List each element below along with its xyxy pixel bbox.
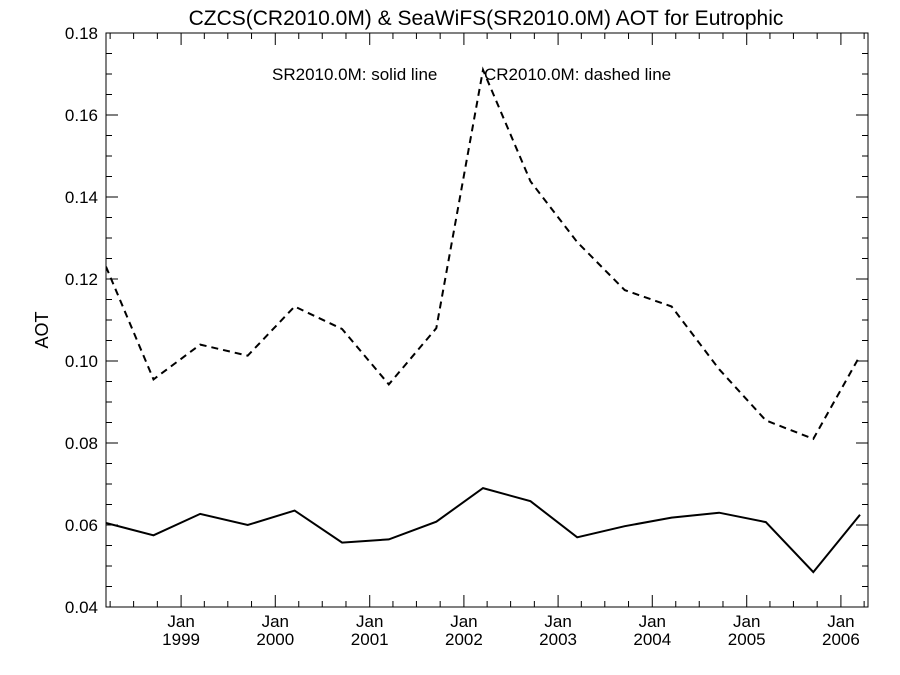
y-axis-label: AOT [32, 311, 52, 348]
x-tick-month-label: Jan [356, 612, 383, 631]
y-tick-label: 0.08 [65, 434, 98, 453]
x-tick-year-label: 2006 [822, 630, 860, 649]
y-tick-label: 0.12 [65, 270, 98, 289]
x-tick-month-label: Jan [167, 612, 194, 631]
x-tick-year-label: 2002 [445, 630, 483, 649]
solid-series-line [106, 487, 861, 574]
y-tick-label: 0.06 [65, 516, 98, 535]
annotation-dashed: CR2010.0M: dashed line [484, 65, 671, 84]
x-tick-month-label: Jan [450, 612, 477, 631]
x-tick-month-label: Jan [733, 612, 760, 631]
x-tick-year-label: 2005 [728, 630, 766, 649]
plot-frame [105, 32, 869, 608]
x-tick-month-label: Jan [544, 612, 571, 631]
y-tick-label: 0.04 [65, 598, 98, 617]
annotation-solid: SR2010.0M: solid line [272, 65, 437, 84]
dashed-series-line [106, 66, 861, 441]
x-tick-year-label: 2003 [539, 630, 577, 649]
x-tick-year-label: 2001 [351, 630, 389, 649]
y-tick-label: 0.18 [65, 24, 98, 43]
x-tick-month-label: Jan [262, 612, 289, 631]
x-tick-year-label: 2004 [633, 630, 671, 649]
y-tick-label: 0.10 [65, 352, 98, 371]
y-tick-label: 0.16 [65, 106, 98, 125]
x-tick-year-label: 2000 [256, 630, 294, 649]
chart-title: CZCS(CR2010.0M) & SeaWiFS(SR2010.0M) AOT… [189, 7, 784, 30]
x-tick-month-label: Jan [827, 612, 854, 631]
y-tick-label: 0.14 [65, 188, 98, 207]
x-tick-year-label: 1999 [162, 630, 200, 649]
x-tick-month-label: Jan [639, 612, 666, 631]
